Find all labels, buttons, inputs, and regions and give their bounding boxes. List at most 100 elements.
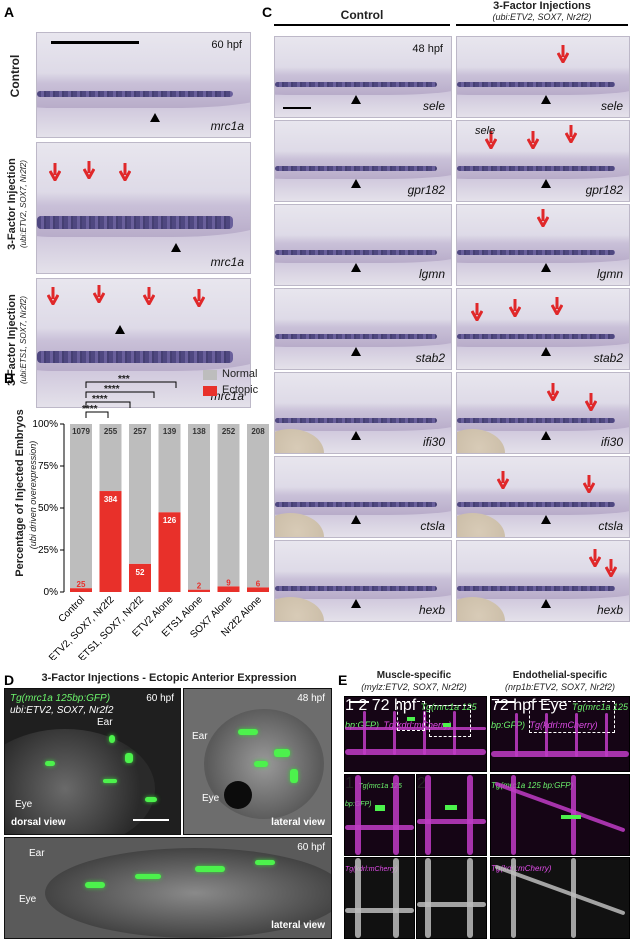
y-tick-label: 75% <box>38 461 58 472</box>
tg-magenta-label: Tg(kdrl:mCherry) <box>345 866 398 873</box>
endo-overview-image: 72 hpf Eye Tg(mrc1a 125 bp:GFP) Tg(kdrl:… <box>490 696 630 772</box>
stacked-bar-chart: 1079 25 255 384 257 52 139 126 138 2 252 9 208 6 0% 25… <box>32 419 269 660</box>
red-arrow <box>551 297 563 315</box>
muscle-overview-image: 1 2 72 hpf Tg(mrc1a 125 bp:GFP) Tg(kdrl:… <box>344 696 487 772</box>
arrowhead-marker <box>115 325 125 334</box>
muscle-zoom-2-merge: 2 <box>416 774 487 856</box>
tg-green-label: Tg(mrc1a 125 bp:GFP) <box>491 702 628 730</box>
red-arrow <box>485 131 497 149</box>
arrowhead-marker <box>351 431 361 440</box>
ear-label: Ear <box>29 848 45 859</box>
scale-bar <box>133 819 169 821</box>
bar-label-ectopic: 2 <box>197 582 202 591</box>
panel-c-lgmn-injection-image: lgmn <box>456 204 630 286</box>
bar-normal <box>129 424 151 564</box>
y-axis-sublabel: (ubi driven overexpression) <box>28 440 38 550</box>
view-label: lateral view <box>271 817 325 828</box>
red-arrow <box>471 303 483 321</box>
arrowhead-marker <box>351 347 361 356</box>
fluo-lateral-image-2: 60 hpf Ear Eye lateral view <box>4 837 332 939</box>
arrowhead-marker <box>541 515 551 524</box>
red-arrow <box>583 475 595 493</box>
panel-c-letter: C <box>262 4 273 20</box>
tg-magenta-label: Tg(kdrl:mCherry) <box>383 720 452 730</box>
y-tick-label: 100% <box>32 419 58 430</box>
control-header-line <box>274 24 450 26</box>
bar-label-ectopic: 52 <box>136 568 145 577</box>
time-label: 60 hpf <box>297 842 325 853</box>
gene-label: mrc1a <box>210 389 244 403</box>
fluo-dorsal-image: Tg(mrc1a 125bp:GFP) ubi:ETV2, SOX7, Nr2f… <box>4 688 181 835</box>
gene-label: gpr182 <box>585 183 623 197</box>
sig-label-2: **** <box>92 394 108 405</box>
arrowhead-marker <box>351 95 361 104</box>
arrowhead-marker <box>351 515 361 524</box>
endo-title: Endothelial-specific <box>512 670 608 681</box>
arrowhead-marker <box>351 179 361 188</box>
bar-label-normal: 138 <box>192 427 206 436</box>
bar-label-normal: 1079 <box>72 427 90 436</box>
panel-a-letter: A <box>4 4 15 20</box>
endo-zoom-merge: Tg(mrc1a 125 bp:GFP) <box>490 774 630 856</box>
box-label-2: 2 <box>358 697 368 714</box>
gene-label: hexb <box>418 603 445 617</box>
bar-ectopic <box>217 586 240 592</box>
gene-label: ifi30 <box>600 435 623 449</box>
tg-magenta-label: Tg(kdrl:mCherry) <box>529 720 598 730</box>
significance-brackets <box>85 381 177 418</box>
bar-normal <box>158 424 181 513</box>
gene-label: stab2 <box>593 351 623 365</box>
arrowhead-marker <box>150 113 160 122</box>
bar-normal <box>70 424 92 589</box>
bar-normal <box>99 424 122 492</box>
scale-bar <box>51 41 139 44</box>
bar-label-ectopic: 384 <box>104 495 118 504</box>
panel-c-ctsla-injection-image: ctsla <box>456 456 630 538</box>
arrowhead-marker <box>541 599 551 608</box>
red-arrow <box>565 125 577 143</box>
panel-c-sele-control-image: sele 48 hpf <box>274 36 452 118</box>
y-tick-label: 0% <box>44 587 59 598</box>
row-label-control: Control <box>8 54 22 98</box>
view-label: dorsal view <box>11 817 66 828</box>
bar-label-normal: 255 <box>104 427 118 436</box>
col-injection-sub: (ubi:ETV2, SOX7, Nr2f2) <box>492 12 592 22</box>
box-label-1: 1 <box>345 697 354 714</box>
tg-magenta-label: Tg(kdrl:mCherry) <box>491 864 552 873</box>
sele-annotation: sele <box>475 125 496 137</box>
bar-ectopic <box>247 587 269 592</box>
gene-label: mrc1a <box>210 255 244 269</box>
box-label-1: 1 <box>345 775 354 792</box>
arrowhead-marker <box>541 263 551 272</box>
gene-label: ctsla <box>598 519 623 533</box>
row-sublabel-injection-1: (ubi:ETV2, SOX7, Nr2f2) <box>19 159 28 249</box>
sig-label-4: *** <box>118 374 130 385</box>
muscle-zoom-1-merge: 1 Tg(mrc1a 125 bp:GFP) <box>344 774 415 856</box>
time-label: 48 hpf <box>297 693 325 704</box>
time-label: 60 hpf <box>211 39 242 51</box>
arrowhead-marker <box>541 431 551 440</box>
red-arrow <box>585 393 597 411</box>
bar-ectopic <box>158 512 181 592</box>
panel-c-ifi30-control-image: ifi30 <box>274 372 452 454</box>
bar-label-ectopic: 9 <box>226 578 231 587</box>
bar-label-normal: 139 <box>163 427 177 436</box>
bar-ectopic <box>99 491 122 592</box>
bar-label-ectopic: 6 <box>256 579 261 588</box>
panel-b-letter: B <box>4 370 15 386</box>
panel-c-sele-injection-image: sele <box>456 36 630 118</box>
bar-label-normal: 257 <box>133 427 147 436</box>
panel-c-hexb-control-image: hexb <box>274 540 452 622</box>
muscle-zoom-1-gray: Tg(kdrl:mCherry) <box>344 857 415 939</box>
arrowhead-marker <box>541 95 551 104</box>
panel-c-stab2-injection-image: stab2 <box>456 288 630 370</box>
bar-label-normal: 208 <box>251 427 265 436</box>
red-arrow <box>605 559 617 577</box>
arrowhead-marker <box>171 243 181 252</box>
tg-green-label: Tg(mrc1a 125 bp:GFP) <box>345 702 477 730</box>
endo-zoom-gray: Tg(kdrl:mCherry) <box>490 857 630 939</box>
panel-c-hexb-injection-image: hexb <box>456 540 630 622</box>
bar-ectopic <box>129 563 151 592</box>
muscle-sub: (mylz:ETV2, SOX7, Nr2f2) <box>361 682 467 692</box>
panel-c-lgmn-control-image: lgmn <box>274 204 452 286</box>
